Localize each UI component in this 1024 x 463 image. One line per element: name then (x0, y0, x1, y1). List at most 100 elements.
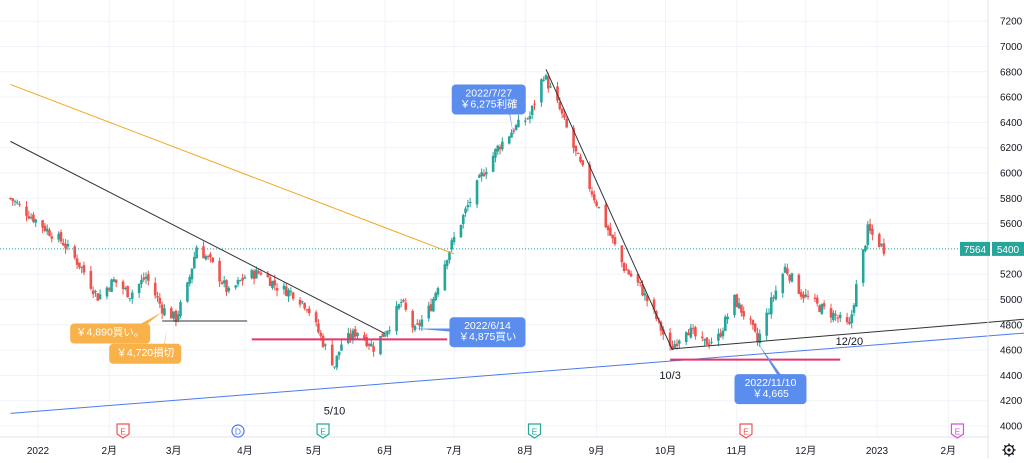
candle-body (160, 304, 164, 314)
candle-body (526, 118, 529, 120)
candle-body (305, 309, 309, 311)
candle-body (388, 330, 391, 332)
candle-body (128, 298, 132, 300)
candle-body (774, 290, 778, 300)
candle-body (397, 304, 401, 309)
candle-body (363, 334, 366, 340)
candle-body (625, 268, 628, 271)
candle-body (98, 294, 102, 300)
candle-body (733, 294, 736, 316)
candle-body (652, 299, 656, 310)
candle-body (356, 332, 359, 337)
candle-body (337, 351, 341, 356)
candle-body (595, 201, 598, 206)
candle-body (597, 206, 601, 208)
candle-body (815, 297, 819, 304)
candle-body (491, 155, 495, 172)
candle-body (112, 279, 116, 282)
y-tick-label: 4800 (1000, 320, 1023, 331)
candle-body (588, 164, 591, 189)
gear-icon-tooth (1003, 452, 1007, 456)
gear-icon-hub (1007, 448, 1011, 452)
callout-stop-4720-text: ￥4,720損切 (116, 346, 174, 359)
candle-body (222, 280, 226, 284)
candle-body (124, 287, 127, 289)
callout-buy-4890-text: ￥4,890買い。 (76, 327, 144, 339)
x-tick-label: 11月 (727, 445, 747, 457)
gear-icon[interactable] (1002, 443, 1016, 457)
candle-body (110, 279, 113, 293)
candle-body (556, 86, 559, 101)
candle-body (266, 273, 270, 278)
candle-body (507, 136, 511, 144)
candle-body (645, 295, 649, 302)
candle-body (606, 225, 610, 231)
candle-body (533, 103, 536, 105)
candle-body (751, 319, 755, 326)
event-marker-letter: E (743, 427, 749, 437)
candle-body (528, 115, 532, 120)
candle-body (202, 246, 205, 259)
candle-body (351, 330, 355, 340)
candle-body (723, 316, 727, 331)
candle-body (581, 160, 585, 166)
candle-body (781, 273, 785, 294)
candle-body (661, 329, 665, 335)
candle-body (671, 346, 674, 350)
candle-body (871, 228, 874, 235)
candle-body (848, 321, 851, 324)
dividend-marker-shape (231, 424, 245, 438)
candle-body (61, 242, 65, 246)
candle-body (572, 127, 575, 148)
candle-body (832, 312, 835, 321)
candle-body (43, 225, 47, 231)
candle-body (174, 310, 178, 323)
x-tick-label: 2022 (27, 446, 50, 457)
candle-body (466, 205, 470, 208)
candle-body (436, 288, 440, 295)
candle-body (379, 336, 382, 355)
candle-body (838, 314, 842, 318)
candle-body (64, 243, 67, 249)
candle-body (482, 173, 486, 177)
candle-body (399, 301, 403, 303)
candle-body (710, 341, 713, 343)
x-tick-label: 2023 (866, 446, 889, 457)
candle-body (411, 311, 414, 328)
gear-icon-tooth (1003, 444, 1007, 448)
x-tick-label: 3月 (166, 445, 182, 457)
candle-body (687, 333, 690, 336)
candle-body (544, 75, 548, 80)
label-12-20: 12/20 (836, 336, 864, 348)
candle-body (13, 201, 17, 203)
candle-body (592, 194, 596, 201)
candle-body (855, 284, 858, 307)
x-tick-label: 10月 (655, 445, 676, 457)
callout-buy-4890: ￥4,890買い。 (70, 312, 163, 344)
callout-nov10-text: 2022/11/10 (745, 377, 797, 389)
callout-july27-box (451, 84, 526, 115)
candle-body (866, 224, 870, 245)
candle-body (333, 366, 336, 368)
callout-june14: 2022/6/14￥4,875買い (414, 317, 526, 348)
candle-body (673, 344, 677, 348)
event-marker-letter: E (955, 427, 961, 437)
candle-body (381, 333, 385, 337)
candle-body (29, 217, 33, 219)
candle-body (238, 280, 242, 282)
candle-body (94, 290, 97, 293)
candle-body (91, 290, 95, 295)
candle-body (340, 344, 343, 351)
candle-body (75, 258, 79, 265)
candle-body (257, 271, 260, 273)
label-10-3: 10/3 (659, 370, 680, 382)
candle-body (349, 333, 352, 339)
candle-body (512, 130, 516, 132)
y-tick-label: 4000 (1000, 422, 1023, 433)
candles-layer (9, 72, 886, 371)
candle-body (542, 79, 545, 81)
candle-body (510, 132, 513, 138)
